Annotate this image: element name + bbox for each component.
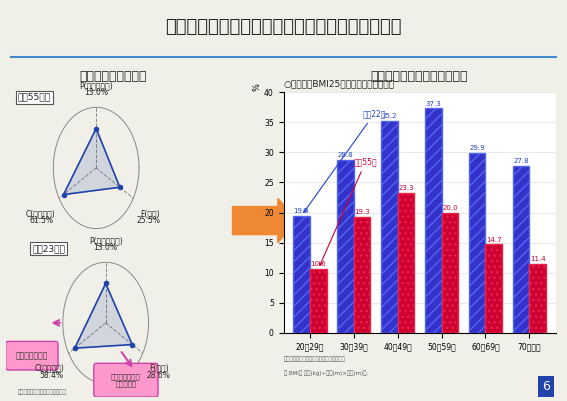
Bar: [337, 160, 354, 333]
Text: 昭和55年度: 昭和55年度: [18, 93, 51, 102]
Text: 23.3: 23.3: [398, 185, 414, 191]
Text: 25.5%: 25.5%: [137, 216, 160, 225]
Text: P(たんぱく質): P(たんぱく質): [89, 236, 122, 245]
Bar: [354, 217, 370, 333]
Text: 13.0%: 13.0%: [84, 88, 108, 97]
Polygon shape: [64, 129, 120, 194]
Bar: [425, 109, 442, 333]
Text: 資料：農林水産省「食料需給表」: 資料：農林水産省「食料需給表」: [18, 390, 66, 395]
FancyBboxPatch shape: [94, 363, 158, 397]
Text: ○肥満者（BMI25以上）（男性）の割合: ○肥満者（BMI25以上）（男性）の割合: [284, 80, 395, 89]
Text: C(炭水化物): C(炭水化物): [35, 364, 65, 373]
Text: 資料：厚生労働省「国民健康・栄養調査」: 資料：厚生労働省「国民健康・栄養調査」: [284, 356, 345, 362]
Text: F(脂質): F(脂質): [149, 364, 169, 373]
Text: 28.6%: 28.6%: [146, 371, 170, 380]
Text: 10.6: 10.6: [310, 261, 326, 267]
Text: 肥満など健康上の問題が増加: 肥満など健康上の問題が増加: [371, 70, 468, 83]
Text: C(炭水化物): C(炭水化物): [26, 209, 55, 218]
Text: 20.0: 20.0: [442, 205, 458, 211]
Text: 平成23年度: 平成23年度: [32, 244, 65, 253]
Y-axis label: %: %: [253, 83, 262, 91]
Text: 19.5: 19.5: [294, 208, 310, 214]
Text: 13.0%: 13.0%: [94, 243, 118, 251]
FancyBboxPatch shape: [6, 341, 58, 370]
Bar: [381, 121, 397, 333]
Text: 注.BMIは 体重(kg)÷身長(m)×身長(m)」.: 注.BMIは 体重(kg)÷身長(m)×身長(m)」.: [284, 370, 367, 376]
Bar: [293, 216, 310, 333]
Text: 28.8: 28.8: [337, 152, 353, 158]
Text: 27.8: 27.8: [513, 158, 529, 164]
Bar: [397, 193, 414, 333]
Text: 栄養バランスが悪化: 栄養バランスが悪化: [79, 70, 147, 83]
Text: 畜産物・油脂類
消費の増加: 畜産物・油脂類 消費の増加: [111, 373, 141, 387]
Text: 6: 6: [542, 380, 550, 393]
Bar: [485, 245, 502, 333]
Text: 平成22年: 平成22年: [304, 109, 386, 212]
Text: 35.2: 35.2: [382, 113, 397, 119]
Text: 29.9: 29.9: [469, 145, 485, 151]
Polygon shape: [75, 284, 132, 348]
Text: 37.3: 37.3: [425, 101, 441, 107]
Bar: [513, 166, 530, 333]
Text: 米の消費量減少: 米の消費量減少: [16, 351, 48, 360]
Bar: [530, 264, 546, 333]
Text: 昭和55年: 昭和55年: [320, 158, 378, 265]
Text: 61.5%: 61.5%: [29, 216, 53, 225]
Bar: [310, 269, 327, 333]
Bar: [469, 153, 485, 333]
Text: 食生活の乱れにより、健康面で様々な問題が発生: 食生活の乱れにより、健康面で様々な問題が発生: [165, 18, 402, 36]
Text: P(たんぱく質): P(たんぱく質): [79, 81, 113, 90]
Text: F(脂質): F(脂質): [140, 209, 159, 218]
Text: 58.4%: 58.4%: [39, 371, 63, 380]
Text: 11.4: 11.4: [530, 257, 545, 263]
FancyArrow shape: [232, 198, 298, 243]
Text: 14.7: 14.7: [486, 237, 502, 243]
Bar: [442, 213, 458, 333]
Text: 19.3: 19.3: [354, 209, 370, 215]
